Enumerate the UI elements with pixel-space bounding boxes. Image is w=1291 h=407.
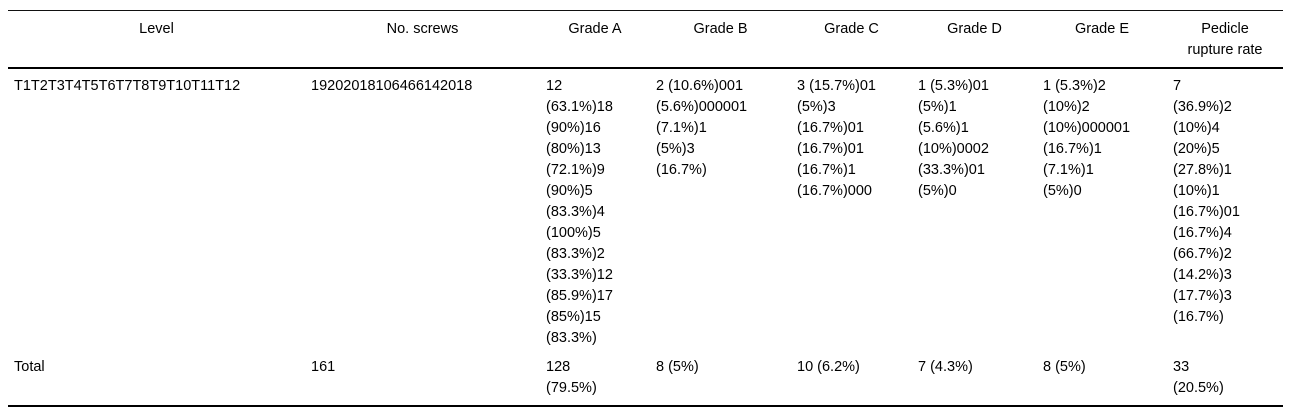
cell-total-label: Total — [14, 359, 45, 375]
cell-total-pedicle-rupture-rate: 33 (20.5%) — [1173, 359, 1224, 396]
column-header-no-screws: No. screws — [305, 10, 540, 69]
cell-grade-b: 2 (10.6%)001 (5.6%)000001 (7.1%)1 (5%)3 … — [656, 78, 748, 178]
cell-pedicle-rupture-rate: 7 (36.9%)2 (10%)4 (20%)5 (27.8%)1 (10%)1… — [1173, 78, 1240, 325]
cell-total-grade-b: 8 (5%) — [656, 359, 699, 375]
cell-grade-c: 3 (15.7%)01 (5%)3 (16.7%)01 (16.7%)01 (1… — [797, 78, 876, 199]
column-header-grade-b: Grade B — [650, 10, 791, 69]
table-row-total: Total 161 128 (79.5%) 8 (5%) 10 (6.2%) 7… — [8, 351, 1283, 406]
cell-grade-e: 1 (5.3%)2 (10%)2 (10%)000001 (16.7%)1 (7… — [1043, 78, 1131, 199]
cell-total-no-screws: 161 — [311, 359, 336, 375]
cell-total-grade-c: 10 (6.2%) — [797, 359, 860, 375]
cell-total-grade-d: 7 (4.3%) — [918, 359, 973, 375]
column-header-level: Level — [8, 10, 305, 69]
column-header-grade-c: Grade C — [791, 10, 912, 69]
column-header-grade-e: Grade E — [1037, 10, 1167, 69]
table-row-levels: T1T2T3T4T5T6T7T8T9T10T11T12 192020181064… — [8, 68, 1283, 351]
cell-no-screws: 19202018106466142018 — [311, 78, 473, 94]
cell-levels: T1T2T3T4T5T6T7T8T9T10T11T12 — [14, 78, 241, 94]
column-header-grade-d: Grade D — [912, 10, 1037, 69]
cell-total-grade-e: 8 (5%) — [1043, 359, 1086, 375]
table-container: Level No. screws Grade A Grade B Grade C… — [8, 10, 1283, 407]
pedicle-screw-accuracy-table: Level No. screws Grade A Grade B Grade C… — [8, 10, 1283, 407]
column-header-grade-a: Grade A — [540, 10, 650, 69]
cell-total-grade-a: 128 (79.5%) — [546, 359, 597, 396]
table-header-row: Level No. screws Grade A Grade B Grade C… — [8, 10, 1283, 69]
column-header-pedicle-rupture-rate: Pedicle rupture rate — [1167, 10, 1283, 69]
cell-grade-a: 12 (63.1%)18 (90%)16 (80%)13 (72.1%)9 (9… — [546, 78, 613, 346]
cell-grade-d: 1 (5.3%)01 (5%)1 (5.6%)1 (10%)0002 (33.3… — [918, 78, 989, 199]
